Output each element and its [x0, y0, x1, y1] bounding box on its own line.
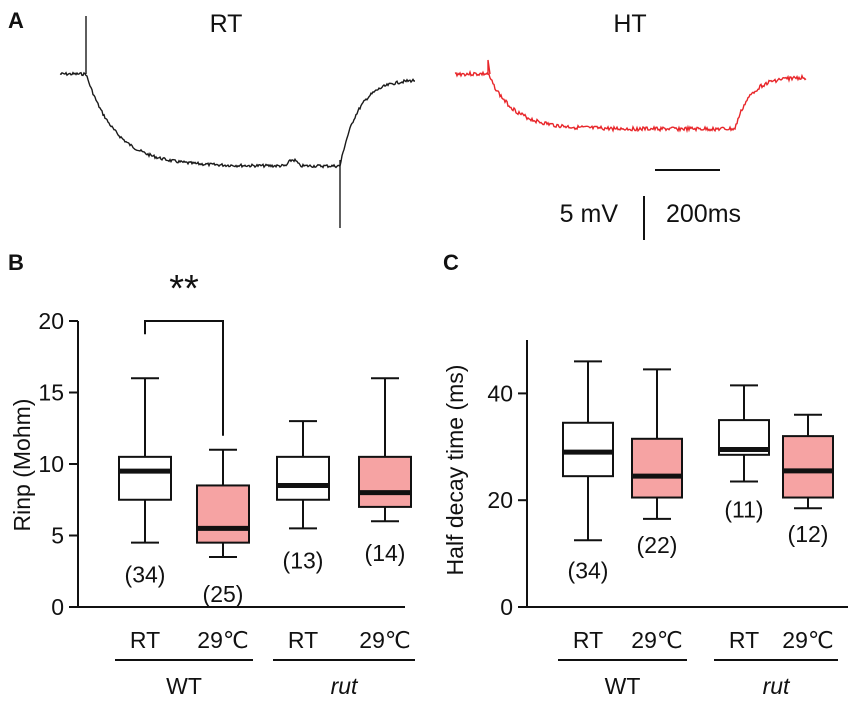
- box-iqr: [358, 455, 412, 508]
- panel-label-a: A: [8, 8, 24, 33]
- condition-label: 29℃: [782, 627, 833, 653]
- sample-size-label: (14): [365, 540, 406, 566]
- box-wt-rt: (34): [562, 360, 614, 583]
- group-label: rut: [763, 673, 791, 699]
- condition-label: 29℃: [197, 627, 248, 653]
- chart-half-decay: C Half decay time (ms) 0 20 40 (34) RT (22) 29…: [442, 250, 848, 699]
- box-iqr: [118, 455, 172, 501]
- y-tick-label: 10: [38, 451, 64, 477]
- trace-label-ht: HT: [613, 10, 646, 38]
- y-axis-label-b: Rinp (Mohm): [9, 399, 35, 532]
- group-label: WT: [605, 673, 641, 699]
- group-label: WT: [166, 673, 202, 699]
- significance-stars: **: [169, 268, 199, 310]
- box-wt-29c: (25): [196, 448, 250, 607]
- condition-label: RT: [288, 627, 318, 653]
- group-label: rut: [331, 673, 359, 699]
- y-tick-label: 40: [487, 380, 513, 406]
- box-wt-rt: (34): [118, 377, 172, 588]
- scalebar-voltage-label: 5 mV: [560, 200, 619, 228]
- box-iqr: [276, 455, 330, 501]
- sample-size-label: (34): [568, 557, 609, 583]
- condition-label: RT: [573, 627, 603, 653]
- condition-label: 29℃: [359, 627, 410, 653]
- y-tick-label: 20: [487, 487, 513, 513]
- sample-size-label: (11): [724, 497, 763, 523]
- box-rut-29c: (14): [358, 377, 412, 566]
- box-rut-rt: (11): [718, 384, 770, 523]
- box-iqr: [631, 437, 683, 499]
- condition-label: RT: [729, 627, 759, 653]
- chart-rinp: B Rinp (Mohm) 0 5 10 15 20 (34) RT (25) 29℃ (13) R…: [8, 250, 415, 699]
- panel-a: A RT HT 5 mV 200ms: [8, 8, 807, 240]
- box-iqr: [782, 435, 834, 499]
- condition-label: RT: [130, 627, 160, 653]
- box-rut-29c: (12): [782, 413, 834, 547]
- trace-label-rt: RT: [210, 10, 243, 38]
- sample-size-label: (22): [637, 532, 678, 558]
- panel-label-c: C: [443, 250, 459, 275]
- significance-bracket: [144, 320, 224, 436]
- sample-size-label: (25): [203, 581, 244, 607]
- box-rut-rt: (13): [276, 420, 330, 573]
- y-tick-label: 5: [51, 523, 64, 549]
- y-tick-label: 0: [51, 594, 64, 620]
- panel-label-b: B: [8, 250, 24, 275]
- y-axis-label-c: Half decay time (ms): [442, 365, 468, 576]
- box-wt-29c: (22): [631, 368, 683, 558]
- sample-size-label: (34): [125, 562, 166, 588]
- voltage-trace-rt: [59, 16, 415, 228]
- box-iqr: [196, 484, 250, 544]
- voltage-trace-ht: [454, 59, 807, 134]
- box-iqr: [562, 421, 614, 478]
- y-tick-label: 20: [38, 308, 64, 334]
- sample-size-label: (12): [788, 521, 829, 547]
- sample-size-label: (13): [283, 547, 324, 573]
- scalebar-time-label: 200ms: [666, 200, 741, 228]
- condition-label: 29℃: [631, 627, 682, 653]
- y-tick-label: 15: [38, 380, 64, 406]
- y-tick-label: 0: [500, 594, 513, 620]
